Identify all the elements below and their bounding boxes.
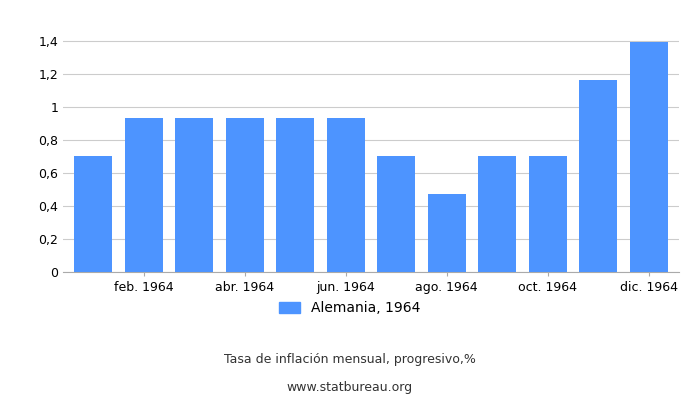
Text: www.statbureau.org: www.statbureau.org xyxy=(287,382,413,394)
Text: Tasa de inflación mensual, progresivo,%: Tasa de inflación mensual, progresivo,% xyxy=(224,354,476,366)
Bar xyxy=(74,156,112,272)
Bar xyxy=(276,118,314,272)
Bar xyxy=(125,118,162,272)
Bar xyxy=(175,118,214,272)
Bar xyxy=(377,156,415,272)
Bar xyxy=(478,156,516,272)
Bar xyxy=(630,42,668,272)
Bar xyxy=(528,156,567,272)
Bar xyxy=(428,194,466,272)
Bar xyxy=(580,80,617,272)
Legend: Alemania, 1964: Alemania, 1964 xyxy=(274,296,426,321)
Bar xyxy=(226,118,264,272)
Bar xyxy=(327,118,365,272)
